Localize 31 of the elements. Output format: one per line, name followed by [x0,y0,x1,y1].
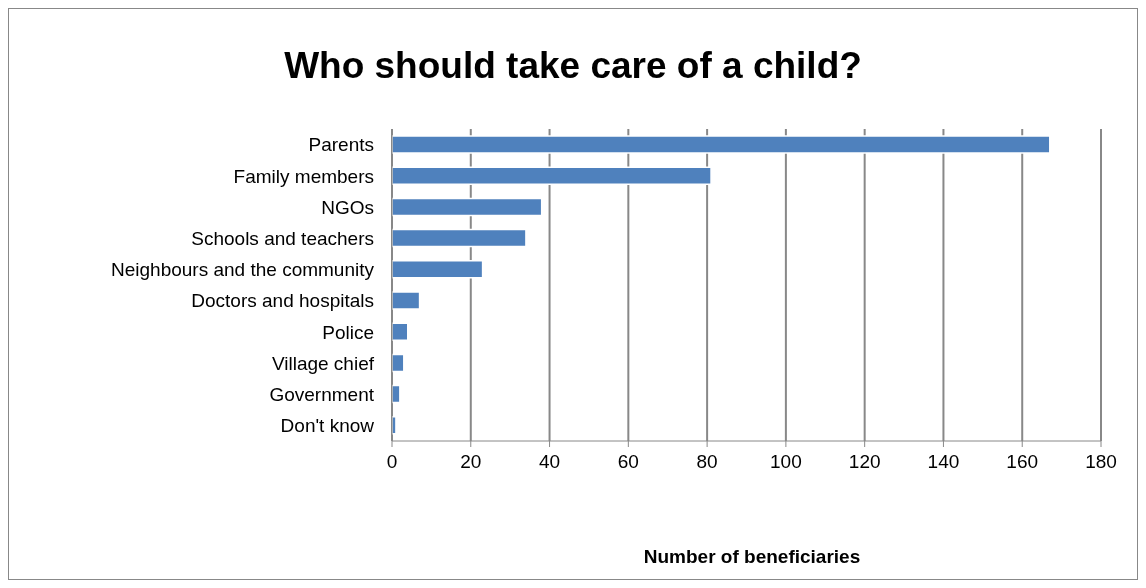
y-tick-label: Doctors and hospitals [191,290,374,312]
y-tick-label: Village chief [271,352,375,374]
x-tick-label: 120 [848,451,881,473]
bar [392,384,401,404]
x-axis-title: Number of beneficiaries [642,546,862,568]
x-tick-label: 80 [696,451,718,473]
bar [392,228,527,248]
bar [392,135,1051,154]
y-tick-label: Schools and teachers [191,227,374,249]
y-tick-label: Parents [308,134,374,156]
y-tick-label: Police [322,321,374,343]
y-tick-label: Government [269,383,375,405]
y-tick-label: Don't know [280,415,375,437]
x-tick-label: 160 [1006,451,1039,473]
x-tick-label: 40 [538,451,561,473]
bar [392,353,405,373]
x-tick-label: 100 [770,451,802,473]
y-tick-label: Neighbours and the community [111,259,375,281]
x-tick-label: 60 [617,451,639,473]
bar [392,291,421,310]
bar [392,322,409,341]
y-tick-label: NGOs [321,196,374,218]
bar [392,166,712,185]
bar [392,260,484,279]
x-tick-label: 20 [460,451,482,473]
x-tick-label: 180 [1085,451,1117,473]
y-tick-label: Family members [233,165,374,187]
bar [392,197,543,217]
x-tick-label: 140 [927,451,960,473]
x-tick-label: 0 [386,451,398,473]
chart-title: Who should take care of a child? [283,45,863,87]
